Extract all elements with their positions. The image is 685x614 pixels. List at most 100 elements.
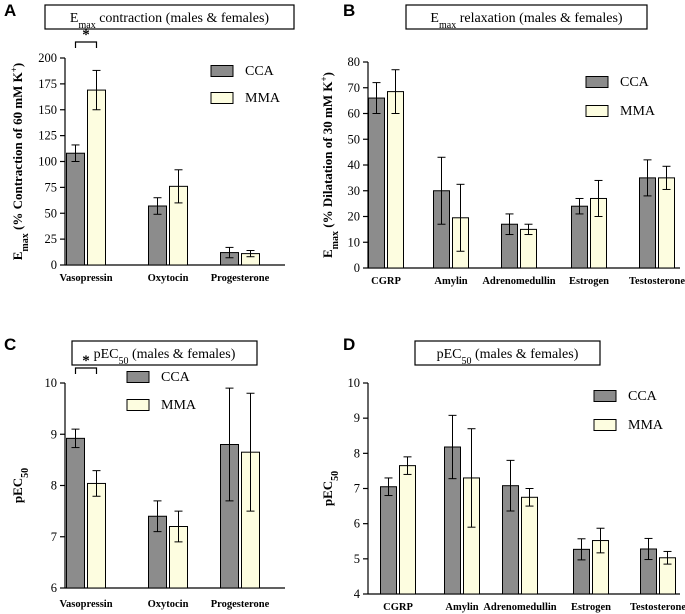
bar-mma-adrenomedullin: [520, 228, 537, 269]
bar-mma-adrenomedullin: [521, 496, 538, 595]
x-tick-label: Amylin: [445, 602, 478, 613]
y-tick-label: 5: [354, 552, 360, 566]
significance-star: *: [82, 353, 90, 369]
y-tick-label: 40: [348, 158, 361, 172]
x-tick-label: Adrenomedullin: [482, 276, 555, 287]
bar-mma-vasopressin: [87, 482, 106, 589]
legend-swatch-cca: [126, 371, 150, 383]
legend-label: CCA: [161, 370, 191, 385]
legend-swatch-cca: [210, 65, 234, 77]
chart-title: pEC50 (males & females): [94, 347, 236, 367]
x-tick-label: Testosterone: [630, 602, 685, 613]
x-tick-label: Oxytocin: [148, 599, 189, 610]
significance-bracket: [74, 367, 98, 374]
bar-cca-vasopressin: [66, 437, 85, 589]
y-tick-label: 25: [45, 232, 58, 246]
y-tick-label: 60: [348, 107, 361, 121]
bar-cca-oxytocin: [148, 205, 167, 266]
y-tick-label: 75: [45, 180, 58, 194]
chart-title: Emax relaxation (males & females): [430, 11, 622, 31]
bar-mma-vasopressin: [87, 89, 106, 266]
chart-title: Emax contraction (males & females): [70, 11, 269, 31]
y-tick-label: 150: [38, 103, 57, 117]
panel-letter: B: [343, 1, 355, 20]
significance-bracket: [74, 41, 98, 48]
legend-swatch-cca: [585, 76, 609, 88]
x-tick-label: Estrogen: [569, 276, 609, 287]
title-box: [71, 340, 258, 366]
bar-mma-testosterone: [658, 177, 675, 269]
y-tick-label: 9: [354, 411, 360, 425]
y-tick-label: 0: [354, 261, 360, 275]
y-axis-label: Emax (% Contraction of 60 mM K+): [9, 63, 31, 261]
legend-swatch-mma: [593, 419, 617, 431]
y-tick-label: 200: [38, 51, 57, 65]
title-box: [414, 340, 601, 366]
y-tick-label: 50: [45, 206, 58, 220]
x-tick-label: Amylin: [434, 276, 467, 287]
y-axis-label: Emax (% Dilatation of 30 mM K+): [319, 72, 341, 258]
legend-swatch-mma: [126, 399, 150, 411]
y-tick-label: 10: [348, 235, 361, 249]
x-tick-label: Vasopressin: [59, 599, 112, 610]
bar-cca-estrogen: [571, 205, 588, 269]
y-tick-label: 6: [51, 581, 57, 595]
y-tick-label: 20: [348, 210, 361, 224]
y-axis-label: pEC50: [320, 471, 341, 506]
panel-a: A Emax contraction (males & females) 0 25 50…: [4, 1, 295, 284]
y-tick-label: 10: [45, 376, 58, 390]
x-tick-label: Progesterone: [211, 599, 270, 610]
legend-label: MMA: [161, 398, 197, 413]
bar-mma-cgrp: [399, 465, 416, 595]
y-tick-label: 10: [348, 376, 361, 390]
bar-cca-cgrp: [380, 486, 397, 595]
y-tick-label: 100: [38, 155, 57, 169]
y-tick-label: 0: [51, 258, 57, 272]
legend-label: CCA: [245, 64, 275, 79]
y-tick-label: 70: [348, 81, 361, 95]
bar-mma-cgrp: [387, 91, 404, 269]
title-box: [405, 4, 648, 30]
bar-cca-cgrp: [368, 97, 385, 269]
y-tick-label: 7: [354, 482, 360, 496]
legend-label: MMA: [620, 104, 656, 119]
x-tick-label: CGRP: [383, 602, 413, 613]
legend-swatch-cca: [593, 390, 617, 402]
panel-b: B Emax relaxation (males & females) 0 10 20 3…: [319, 1, 685, 287]
y-tick-label: 80: [348, 55, 361, 69]
legend-label: CCA: [620, 75, 650, 90]
legend-label: CCA: [628, 389, 658, 404]
significance-star: *: [82, 27, 90, 43]
y-tick-label: 6: [354, 517, 360, 531]
y-tick-label: 50: [348, 132, 361, 146]
y-tick-label: 8: [354, 446, 360, 460]
y-tick-label: 7: [51, 530, 57, 544]
title-box: [44, 4, 295, 30]
x-tick-label: CGRP: [371, 276, 401, 287]
legend-label: MMA: [245, 91, 281, 106]
legend-label: MMA: [628, 418, 664, 433]
chart-title: pEC50 (males & females): [437, 347, 579, 367]
y-axis-label: pEC50: [10, 468, 31, 503]
x-tick-label: Testosterone: [629, 276, 685, 287]
y-tick-label: 8: [51, 479, 57, 493]
x-tick-label: Oxytocin: [148, 273, 189, 284]
y-tick-label: 9: [51, 427, 57, 441]
panel-letter: C: [4, 335, 16, 354]
legend-swatch-mma: [585, 105, 609, 117]
panel-letter: D: [343, 335, 355, 354]
bar-cca-vasopressin: [66, 152, 85, 266]
y-tick-label: 125: [38, 129, 57, 143]
y-tick-label: 30: [348, 184, 361, 198]
x-tick-label: Adrenomedullin: [483, 602, 556, 613]
y-tick-label: 4: [354, 587, 361, 601]
x-tick-label: Progesterone: [211, 273, 270, 284]
x-tick-label: Vasopressin: [59, 273, 112, 284]
x-tick-label: Estrogen: [571, 602, 611, 613]
panel-letter: A: [4, 1, 16, 20]
legend-swatch-mma: [210, 92, 234, 104]
y-tick-label: 175: [38, 77, 57, 91]
